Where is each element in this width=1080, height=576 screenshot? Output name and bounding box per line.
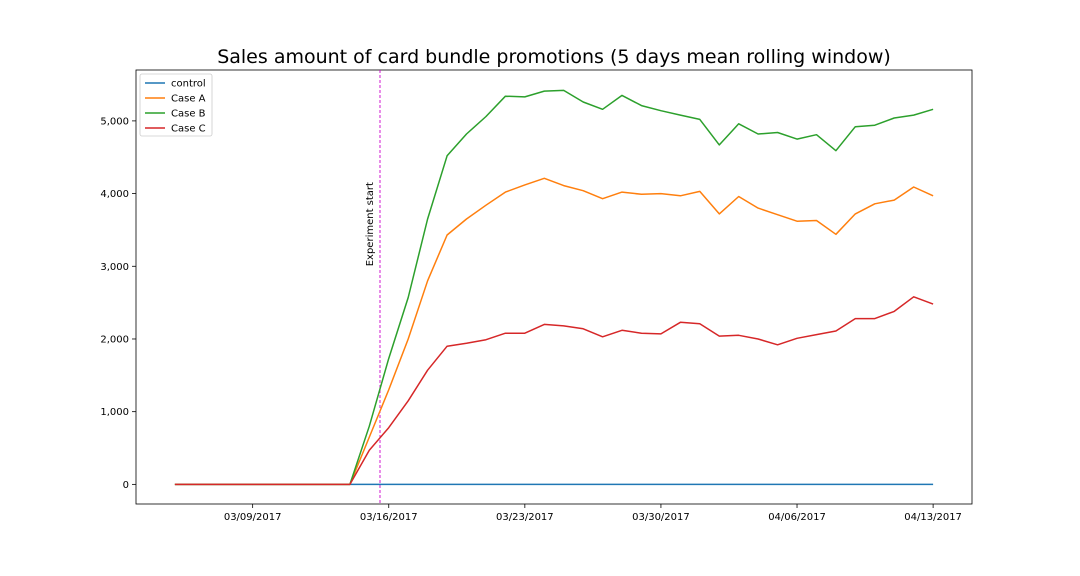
plot-area: 0 1,000 2,000 3,000 4,000 5,000 03/09/2017 03/1… xyxy=(100,69,973,523)
y-tick-label: 3,000 xyxy=(100,262,129,273)
x-tick-label: 03/09/2017 xyxy=(224,512,282,523)
legend-entry: Case A xyxy=(171,94,206,105)
legend-entry: control xyxy=(171,79,206,90)
experiment-start-label: Experiment start xyxy=(365,182,376,266)
plot-frame xyxy=(135,69,973,505)
legend-box xyxy=(139,73,213,137)
series-line-case-a xyxy=(174,177,934,486)
series-line-case-c xyxy=(174,296,934,486)
x-tick-label: 04/06/2017 xyxy=(768,512,826,523)
x-tick-label: 03/23/2017 xyxy=(496,512,554,523)
legend: control Case A Case B Case C xyxy=(139,73,213,137)
y-tick-label: 1,000 xyxy=(100,407,129,418)
y-tick-label: 2,000 xyxy=(100,334,129,345)
x-tick-label: 04/13/2017 xyxy=(904,512,962,523)
y-tick-label: 4,000 xyxy=(100,189,129,200)
legend-entry: Case B xyxy=(171,109,206,120)
series-line-case-b xyxy=(174,89,934,486)
y-tick-label: 0 xyxy=(123,480,129,491)
x-tick-label: 03/30/2017 xyxy=(632,512,690,523)
y-tick-label: 5,000 xyxy=(100,116,129,127)
x-tick-label: 03/16/2017 xyxy=(360,512,418,523)
legend-entry: Case C xyxy=(171,124,206,135)
chart-title: Sales amount of card bundle promotions (… xyxy=(217,46,891,68)
